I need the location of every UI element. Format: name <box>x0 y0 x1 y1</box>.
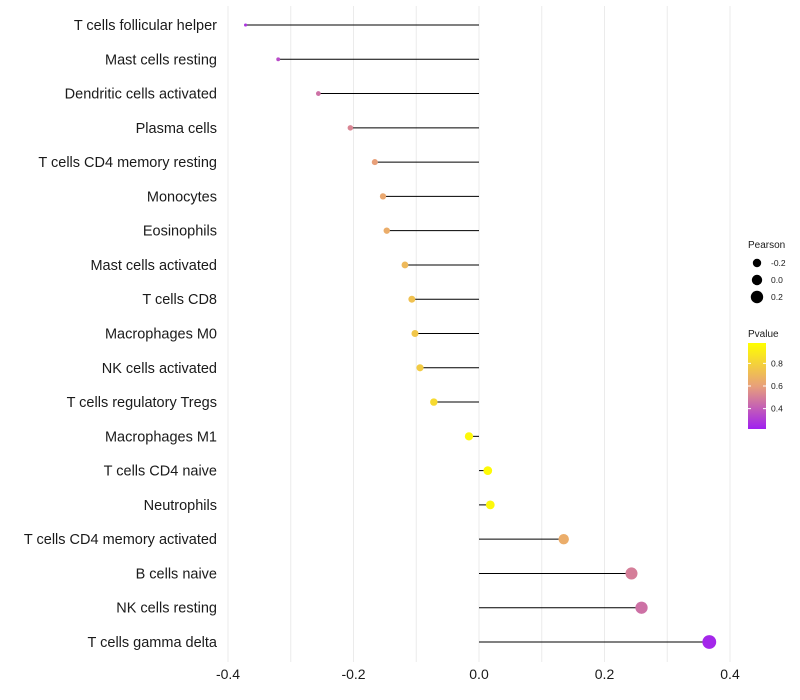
category-label: T cells follicular helper <box>74 18 217 34</box>
category-label: T cells gamma delta <box>88 635 218 651</box>
category-label: Monocytes <box>147 189 217 205</box>
data-point <box>416 364 424 372</box>
data-point <box>244 23 248 27</box>
data-point <box>483 466 493 475</box>
data-point <box>430 398 438 406</box>
data-point <box>625 567 638 580</box>
data-point <box>371 159 378 166</box>
data-point <box>408 295 416 303</box>
category-label: T cells CD4 naive <box>104 464 217 480</box>
size-legend-key <box>752 258 762 268</box>
legend: Pearson Pvalue -0.2 0.0 0.2 0.8 0.6 0.4 <box>748 240 786 429</box>
color-scale-bar <box>748 343 766 429</box>
x-tick-label: 0.4 <box>720 666 740 682</box>
category-label: Neutrophils <box>144 498 217 514</box>
color-legend-label: 0.4 <box>771 404 783 414</box>
points <box>244 23 717 649</box>
data-point <box>347 125 354 131</box>
color-legend-label: 0.6 <box>771 381 783 391</box>
size-legend-label: -0.2 <box>771 258 786 268</box>
data-point <box>464 432 474 441</box>
size-legend-label: 0.0 <box>771 275 783 285</box>
size-legend-title: Pearson <box>748 240 785 251</box>
x-tick-label: -0.2 <box>341 666 365 682</box>
category-label: NK cells activated <box>102 361 217 377</box>
data-point <box>383 227 390 234</box>
x-tick-label: -0.4 <box>216 666 240 682</box>
category-label: Plasma cells <box>136 121 217 137</box>
size-legend-key <box>750 290 764 304</box>
category-label: Macrophages M1 <box>105 429 217 445</box>
size-legend-label: 0.2 <box>771 292 783 302</box>
category-label: Macrophages M0 <box>105 327 217 343</box>
data-point <box>485 500 495 510</box>
category-label: Mast cells resting <box>105 52 217 68</box>
x-tick-labels: -0.4 -0.2 0.0 0.2 0.4 <box>216 666 740 682</box>
data-point <box>702 635 717 649</box>
data-point <box>411 329 419 338</box>
category-label: NK cells resting <box>116 601 217 617</box>
data-point <box>635 601 648 614</box>
category-label: Dendritic cells activated <box>65 87 217 103</box>
color-legend-label: 0.8 <box>771 358 783 368</box>
data-point <box>315 91 321 96</box>
color-legend-title: Pvalue <box>748 329 779 340</box>
x-tick-label: 0.2 <box>595 666 615 682</box>
category-label: T cells CD4 memory resting <box>38 155 217 171</box>
category-label: T cells regulatory Tregs <box>67 395 217 411</box>
category-labels: T cells follicular helper Mast cells rest… <box>24 18 218 651</box>
category-label: Mast cells activated <box>90 258 217 274</box>
data-point <box>558 533 569 545</box>
category-label: T cells CD8 <box>142 292 217 308</box>
category-label: B cells naive <box>136 566 217 582</box>
data-point <box>401 261 409 269</box>
category-label: Eosinophils <box>143 224 217 240</box>
x-tick-label: 0.0 <box>469 666 489 682</box>
data-point <box>276 57 281 62</box>
data-point <box>379 193 387 200</box>
stems <box>245 24 710 643</box>
category-label: T cells CD4 memory activated <box>24 532 217 548</box>
size-legend-key <box>751 274 763 286</box>
